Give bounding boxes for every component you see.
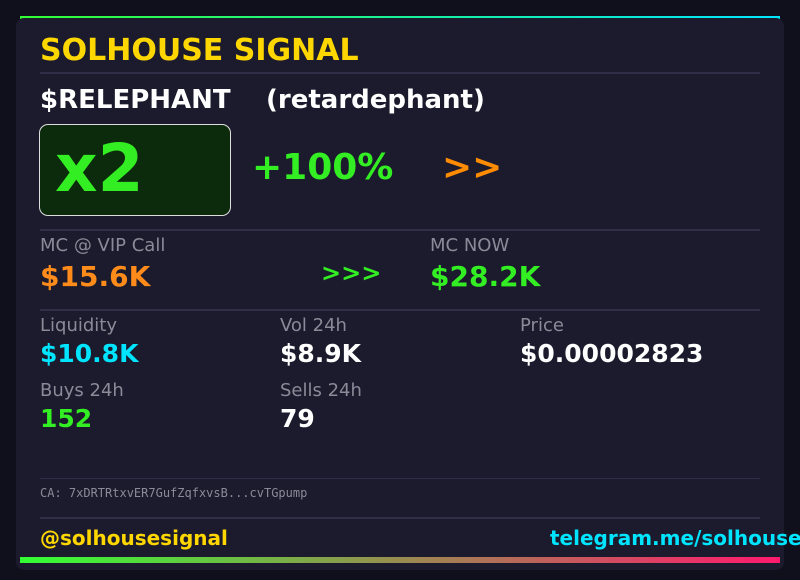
mc-arrows: >>>	[321, 259, 382, 287]
token-name: (retardephant)	[266, 85, 485, 115]
stat-value: $10.8K	[40, 339, 139, 368]
title: SOLHOUSE SIGNAL	[40, 33, 359, 68]
stat-label: Buys 24h	[40, 380, 124, 401]
stat-label: Liquidity	[40, 315, 118, 336]
ticker: $RELEPHANT	[40, 85, 231, 115]
divider	[40, 309, 760, 311]
stat-value: $8.9K	[280, 339, 362, 368]
stat-value: 152	[40, 404, 93, 433]
stat-label: Vol 24h	[280, 315, 347, 336]
bottom-accent	[20, 557, 780, 563]
mc-call-label: MC @ VIP Call	[40, 235, 166, 256]
telegram-link[interactable]: telegram.me/solhouse	[550, 526, 800, 550]
handle: @solhousesignal	[40, 526, 228, 550]
divider	[40, 72, 760, 74]
stat-value: $0.00002823	[520, 339, 704, 368]
change: +100%	[252, 147, 394, 188]
arrows: >>	[442, 147, 503, 188]
multiplier: x2	[55, 130, 144, 207]
stat-value: 79	[280, 404, 315, 433]
mc-call-value: $15.6K	[40, 260, 151, 293]
contract-address: CA: 7xDRTRtxvER7GufZqfxvsB...cvTGpump	[40, 486, 308, 500]
divider	[40, 478, 760, 479]
multiplier-box	[39, 124, 231, 216]
divider	[40, 229, 760, 231]
stat-label: Price	[520, 315, 564, 336]
mc-now-value: $28.2K	[430, 260, 541, 293]
stat-label: Sells 24h	[280, 380, 362, 401]
mc-now-label: MC NOW	[430, 235, 510, 256]
divider	[40, 517, 760, 519]
